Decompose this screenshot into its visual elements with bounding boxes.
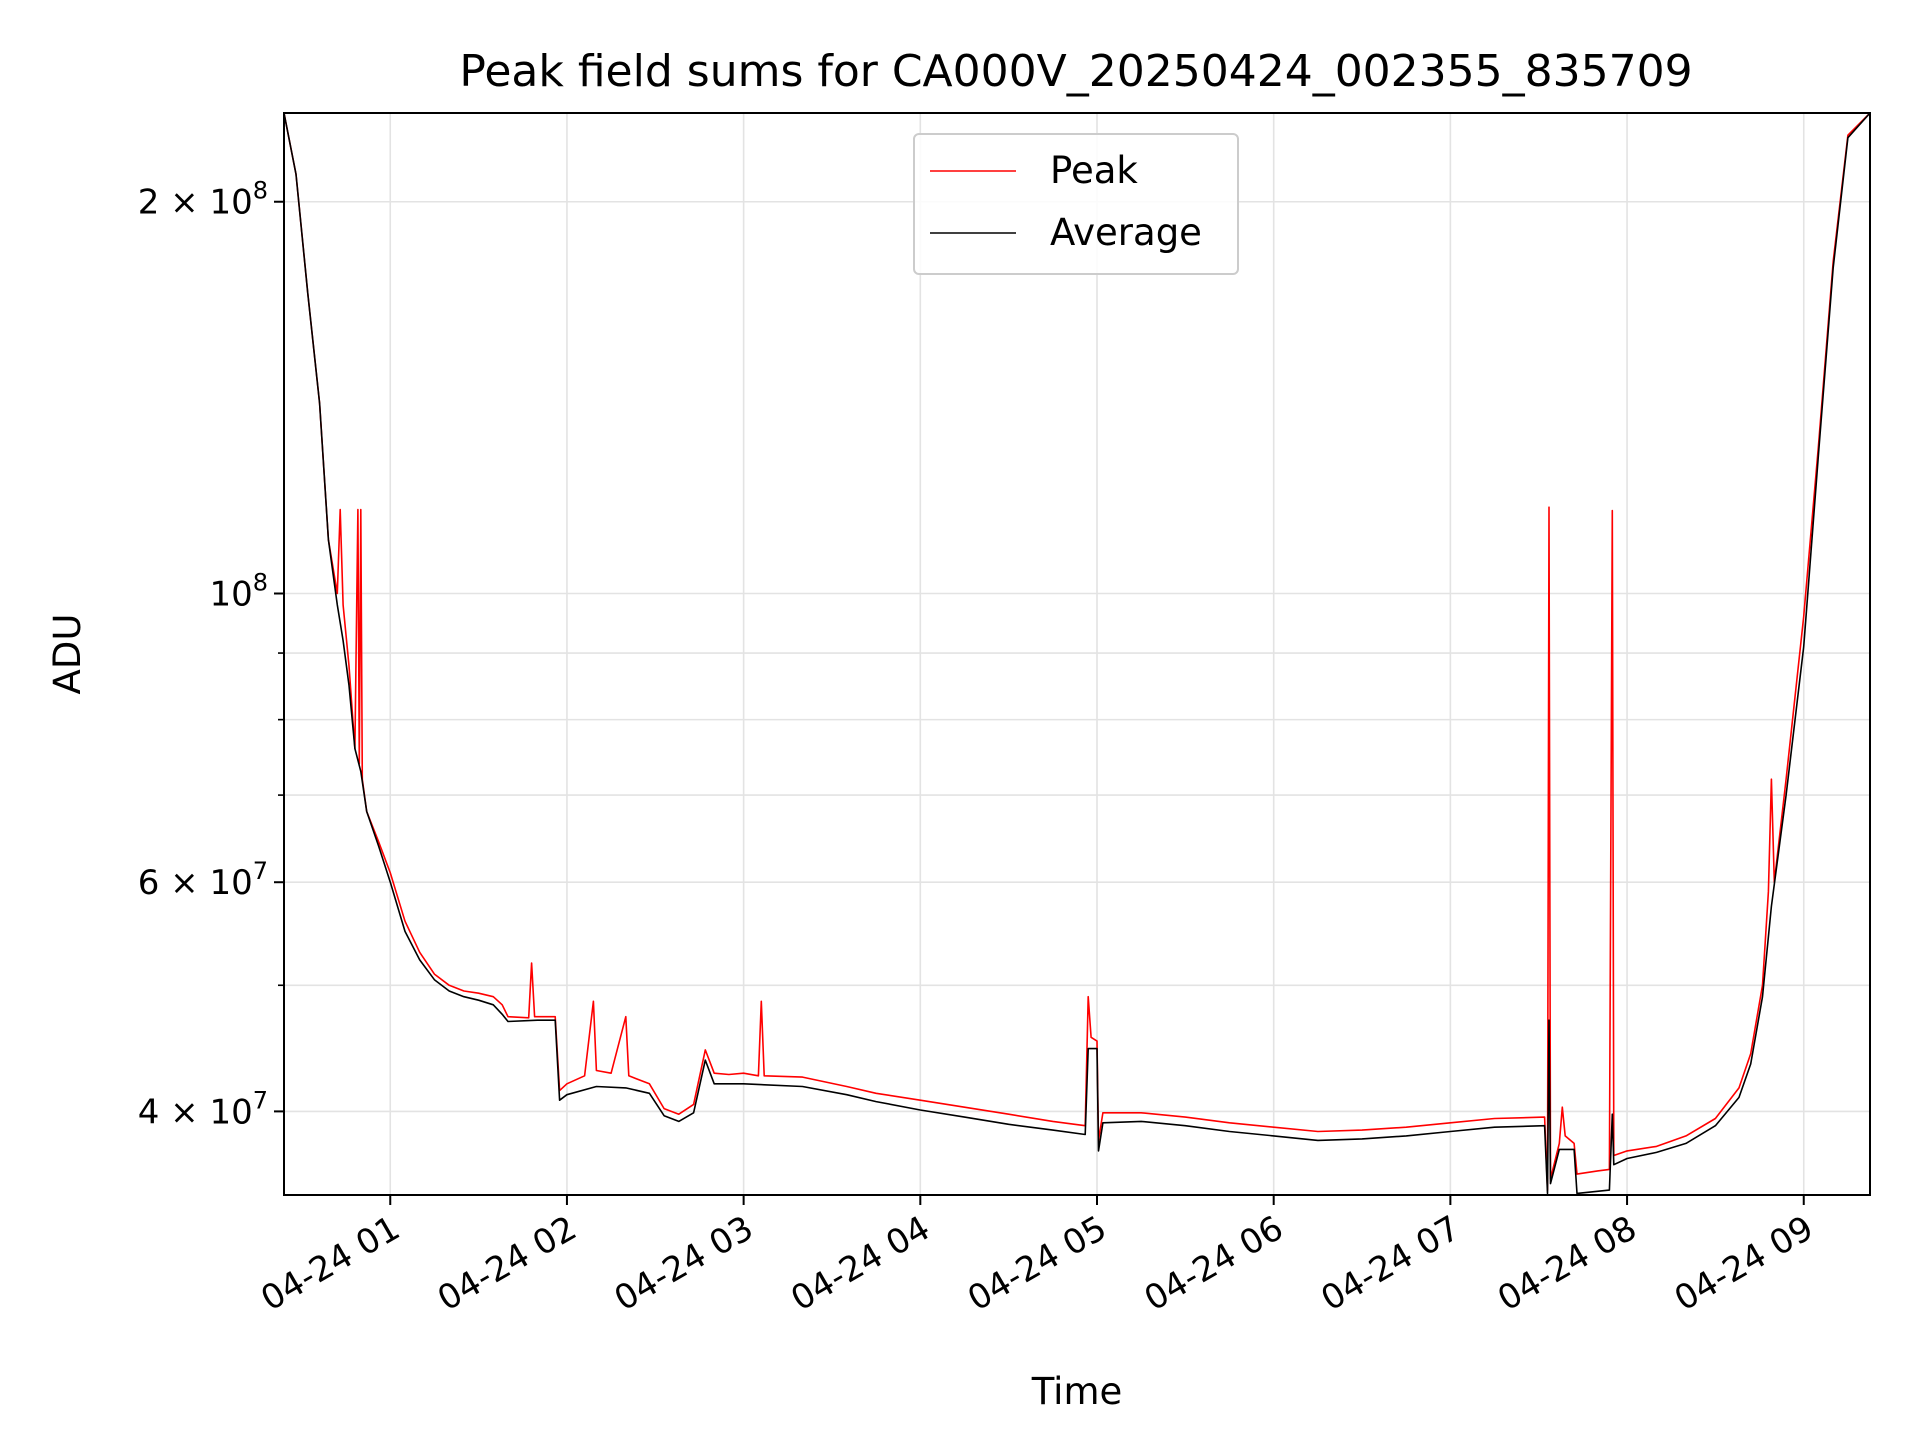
y-axis-label: ADU — [46, 614, 89, 695]
x-tick-label: 04-24 01 — [254, 1208, 406, 1319]
plot-lines — [284, 113, 1870, 1195]
x-tick-label: 04-24 03 — [608, 1208, 760, 1319]
y-axis: 4 × 107 6 × 107 108 2 × 108 — [138, 177, 284, 1132]
x-axis: 04-24 01 04-24 02 04-24 03 04-24 04 04-24 05… — [254, 1195, 1820, 1319]
chart-title: Peak field sums for CA000V_20250424_0023… — [459, 46, 1692, 97]
grid-lines — [284, 113, 1870, 1195]
x-axis-label: Time — [1031, 1370, 1123, 1413]
legend-box — [913, 133, 1239, 275]
legend-peak-label: Peak — [1050, 149, 1138, 192]
x-tick-label: 04-24 05 — [961, 1208, 1113, 1319]
x-tick-label: 04-24 09 — [1668, 1208, 1820, 1319]
series-line-average — [284, 113, 1870, 1195]
y-tick-label: 6 × 107 — [138, 857, 268, 903]
y-tick-label: 4 × 107 — [138, 1086, 268, 1132]
series-line-peak — [284, 113, 1870, 1191]
legend: Peak Average — [913, 133, 1239, 275]
plot-frame — [283, 112, 1871, 1196]
y-tick-label: 108 — [209, 569, 268, 615]
x-tick-label: 04-24 07 — [1314, 1208, 1466, 1319]
x-tick-label: 04-24 04 — [784, 1208, 936, 1319]
x-tick-label: 04-24 08 — [1491, 1208, 1643, 1319]
y-tick-label: 2 × 108 — [138, 177, 268, 223]
x-tick-label: 04-24 06 — [1138, 1208, 1290, 1319]
legend-average-label: Average — [1050, 211, 1202, 254]
x-tick-label: 04-24 02 — [431, 1208, 583, 1319]
